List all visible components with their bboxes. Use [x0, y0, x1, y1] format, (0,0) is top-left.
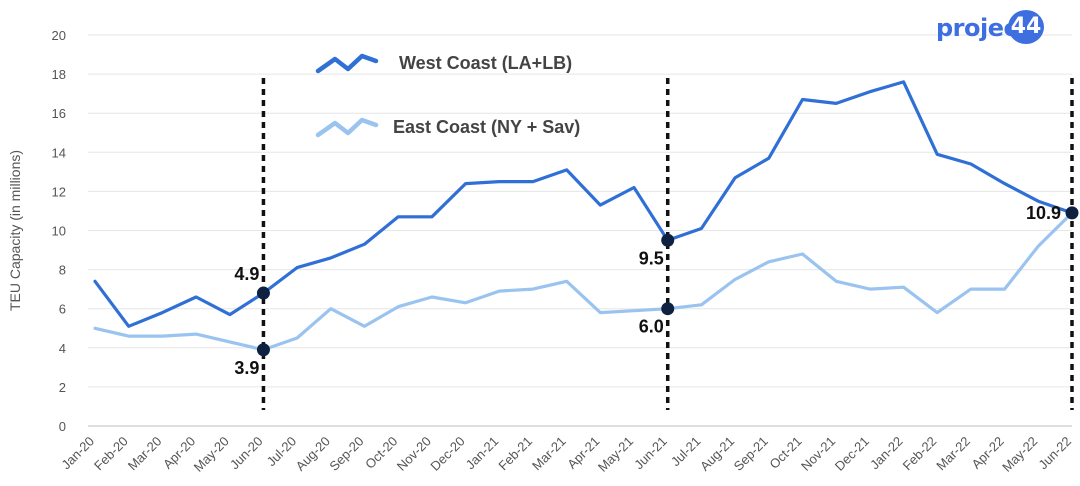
x-tick-label: Jun-22 [1035, 434, 1074, 473]
x-tick-label: Feb-21 [495, 434, 535, 474]
y-tick-label: 20 [52, 28, 66, 43]
legend-west-coast-swatch [315, 53, 379, 74]
x-tick-label: Jan-20 [58, 434, 97, 473]
y-tick-label: 14 [52, 145, 66, 160]
x-tick-label: Oct-21 [766, 434, 804, 472]
event-value-label: 4.9 [234, 264, 259, 284]
event-marker-dot [256, 286, 270, 300]
x-tick-label: Aug-21 [697, 434, 737, 474]
x-tick-label: Dec-20 [427, 434, 467, 474]
x-tick-label: Jun-21 [631, 434, 670, 473]
legend-east-coast-label: East Coast (NY + Sav) [393, 117, 580, 137]
x-tick-label: Nov-21 [798, 434, 838, 474]
y-tick-label: 2 [59, 380, 66, 395]
x-tick-label: May-20 [191, 434, 232, 475]
x-tick-label: May-22 [999, 434, 1040, 475]
y-tick-label: 4 [59, 341, 66, 356]
legend-west-coast-label: West Coast (LA+LB) [399, 53, 572, 73]
legend-east-coast-swatch [315, 117, 379, 138]
y-tick-label: 6 [59, 302, 66, 317]
x-tick-label: May-21 [595, 434, 636, 475]
event-value-label: 6.0 [639, 317, 664, 337]
x-tick-label: Sep-20 [326, 434, 366, 474]
y-tick-label: 8 [59, 263, 66, 278]
event-marker-dot [661, 233, 675, 247]
x-tick-label: Oct-20 [362, 434, 400, 472]
y-tick-label: 16 [52, 106, 66, 121]
event-marker-dot [1065, 206, 1079, 220]
y-tick-label: 12 [52, 184, 66, 199]
x-tick-label: Jan-21 [463, 434, 502, 473]
y-tick-label: 0 [59, 419, 66, 434]
logo-badge: 44 [1008, 10, 1044, 44]
x-tick-label: Dec-21 [832, 434, 872, 474]
y-tick-label: 10 [52, 224, 66, 239]
x-tick-label: Mar-22 [933, 434, 973, 474]
event-value-label: 3.9 [234, 358, 259, 378]
x-tick-label: Mar-20 [125, 434, 165, 474]
x-tick-label: Nov-20 [394, 434, 434, 474]
x-tick-label: Aug-20 [293, 434, 333, 474]
x-tick-label: Jun-20 [227, 434, 266, 473]
event-marker-dot [256, 343, 270, 357]
y-axis-label: TEU Capacity (in millions) [7, 150, 23, 311]
event-marker-dot [661, 302, 675, 316]
y-tick-label: 18 [52, 67, 66, 82]
x-tick-label: Feb-22 [900, 434, 940, 474]
event-value-label: 10.9 [1026, 203, 1061, 223]
x-tick-label: Feb-20 [91, 434, 131, 474]
x-tick-label: Jan-22 [867, 434, 906, 473]
x-tick-label: Sep-21 [731, 434, 771, 474]
west-coast-line [93, 80, 1074, 328]
x-tick-label: Mar-21 [529, 434, 569, 474]
event-value-label: 9.5 [639, 248, 664, 268]
